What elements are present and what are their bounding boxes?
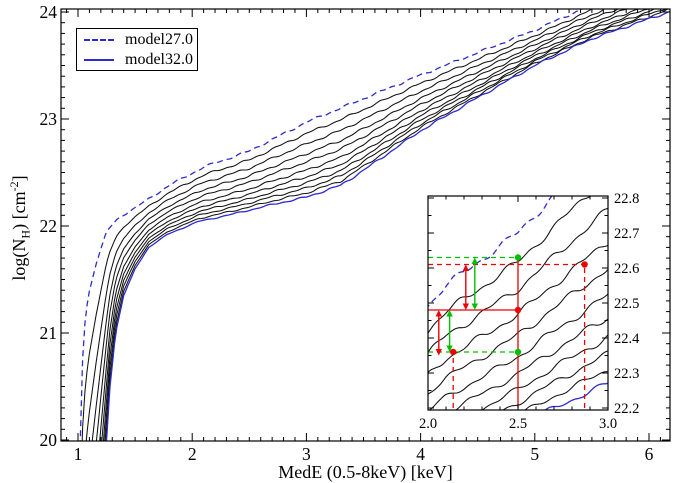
legend-item-model27: model27.0 bbox=[77, 31, 197, 49]
arrowhead-down bbox=[435, 349, 442, 356]
arrowhead-up bbox=[446, 310, 453, 317]
inset-x-tick-label: 3.0 bbox=[599, 416, 617, 432]
black-curve-8 bbox=[104, 9, 666, 441]
x-tick-label: 4 bbox=[416, 444, 425, 464]
x-axis-title: MedE (0.5-8keV) [keV] bbox=[278, 462, 453, 482]
black-curve-6 bbox=[101, 9, 650, 441]
inset-y-tick-label: 22.2 bbox=[614, 401, 639, 417]
y-tick-label: 23 bbox=[40, 109, 58, 129]
arrowhead-down bbox=[446, 345, 453, 352]
main-ticks bbox=[61, 9, 670, 441]
main-curves bbox=[79, 9, 670, 441]
inset-ticks bbox=[428, 196, 608, 410]
dashed-line-swatch bbox=[84, 38, 114, 41]
curve-model27.0 bbox=[79, 9, 583, 441]
legend-label-model27: model27.0 bbox=[125, 30, 193, 48]
x-tick-label: 6 bbox=[645, 444, 654, 464]
black-curve-7 bbox=[102, 9, 655, 441]
inset-y-tick-label: 22.8 bbox=[614, 191, 639, 207]
inset-x-tick-label: 2.0 bbox=[419, 416, 437, 432]
arrowhead-up bbox=[471, 257, 478, 264]
inset-annotations bbox=[428, 254, 588, 408]
y-tick-label: 22 bbox=[40, 216, 58, 236]
inset-tick-labels: 2.0 2.5 3.022.2 22.3 22.4 22.5 22.6 22.7 22.8 bbox=[419, 191, 640, 432]
green-marker-point bbox=[514, 348, 522, 356]
black-curve-5 bbox=[99, 9, 639, 441]
legend: model27.0 model32.0 bbox=[76, 28, 198, 71]
black-curve-1 bbox=[81, 9, 593, 441]
black-curve-4 bbox=[95, 9, 628, 441]
arrowhead-up bbox=[435, 310, 442, 317]
inset-y-tick-label: 22.3 bbox=[614, 366, 639, 382]
red-marker-point bbox=[514, 306, 522, 314]
x-tick-label: 3 bbox=[302, 444, 311, 464]
y-tick-label: 21 bbox=[40, 323, 58, 343]
inset-y-tick-label: 22.4 bbox=[614, 331, 640, 347]
inset-curve-model27.0 bbox=[428, 196, 553, 307]
x-tick-label: 1 bbox=[74, 444, 83, 464]
main-plot-frame bbox=[60, 8, 671, 442]
inset-y-tick-label: 22.5 bbox=[614, 296, 639, 312]
solid-line-swatch bbox=[84, 58, 114, 61]
arrowhead-down bbox=[462, 303, 469, 310]
y-tick-label: 24 bbox=[40, 2, 58, 22]
black-curve-3 bbox=[91, 9, 619, 441]
black-curve-9 bbox=[105, 9, 668, 441]
curve-model32.0 bbox=[105, 11, 670, 441]
green-marker-point bbox=[514, 254, 522, 261]
y-axis-title: log(NH) [cm-2] bbox=[7, 175, 33, 281]
red-marker-point bbox=[450, 348, 457, 356]
legend-label-model32: model32.0 bbox=[125, 50, 193, 68]
x-tick-label: 5 bbox=[530, 444, 539, 464]
y-tick-label: 20 bbox=[40, 430, 58, 450]
inset-y-tick-label: 22.6 bbox=[614, 261, 639, 277]
inset-x-tick-label: 2.5 bbox=[509, 416, 527, 432]
inset-y-tick-label: 22.7 bbox=[614, 226, 639, 242]
arrowhead-up bbox=[462, 264, 469, 271]
black-curve-2 bbox=[85, 9, 605, 441]
legend-item-model32: model32.0 bbox=[77, 51, 197, 69]
red-marker-point bbox=[581, 261, 588, 268]
x-tick-label: 2 bbox=[188, 444, 197, 464]
arrowhead-down bbox=[471, 303, 478, 310]
